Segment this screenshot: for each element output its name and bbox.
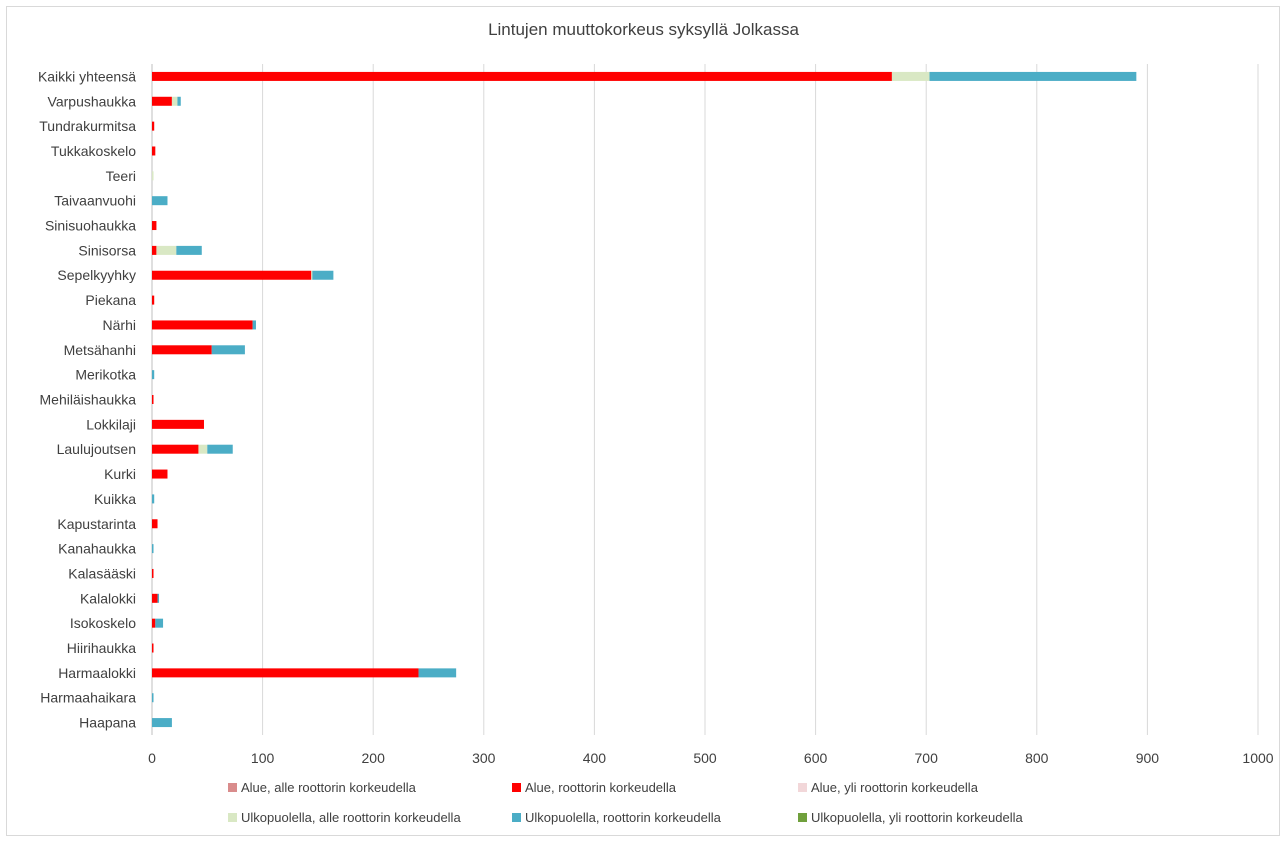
y-tick-label: Harmaahaikara: [40, 690, 136, 706]
legend-label: Ulkopuolella, alle roottorin korkeudella: [241, 810, 461, 825]
bar-segment: [152, 295, 155, 305]
x-tick-label: 200: [362, 750, 386, 766]
bar-segment: [211, 345, 245, 355]
bar-segment: [152, 643, 154, 653]
y-tick-label: Kalalokki: [80, 590, 136, 606]
bar-segment: [312, 270, 334, 280]
bar-segment: [152, 320, 253, 330]
bar-segment: [311, 270, 313, 280]
chart-frame: [6, 6, 1280, 836]
bar-segment: [252, 320, 256, 330]
bar-segment: [152, 419, 204, 429]
y-tick-label: Kapustarinta: [57, 516, 136, 532]
bar-segment: [152, 593, 158, 603]
y-tick-label: Merikotka: [75, 367, 136, 383]
bar-segment: [152, 221, 157, 231]
y-tick-label: Lokkilaji: [86, 416, 136, 432]
y-tick-label: Haapana: [79, 715, 136, 731]
legend-swatch: [798, 783, 807, 792]
bar-segment: [156, 245, 177, 255]
y-tick-label: Piekana: [85, 292, 136, 308]
y-tick-label: Teeri: [106, 168, 136, 184]
bar-segment: [929, 71, 1137, 81]
y-tick-label: Isokoskelo: [70, 615, 136, 631]
bar-segment: [152, 444, 199, 454]
bar-segment: [152, 270, 312, 280]
bar-segment: [152, 345, 212, 355]
y-tick-label: Sepelkyyhky: [57, 267, 136, 283]
x-tick-label: 0: [148, 750, 156, 766]
gridlines: [151, 64, 1259, 735]
y-tick-label: Tundrakurmitsa: [39, 118, 136, 134]
y-tick-label: Sinisorsa: [78, 242, 136, 258]
legend-swatch: [228, 813, 237, 822]
bar-segment: [152, 693, 154, 703]
x-tick-label: 1000: [1242, 750, 1273, 766]
y-tick-label: Kuikka: [94, 491, 136, 507]
bar-segment: [155, 618, 164, 628]
bar-segment: [152, 245, 157, 255]
x-tick-label: 100: [251, 750, 275, 766]
x-tick-label: 900: [1136, 750, 1160, 766]
bar-segment: [152, 718, 172, 728]
y-tick-label: Kaikki yhteensä: [38, 68, 136, 84]
bar-segment: [152, 568, 154, 578]
y-tick-label: Tukkakoskelo: [51, 143, 136, 159]
y-tick-label: Harmaalokki: [58, 665, 136, 681]
bar-segment: [152, 196, 168, 206]
y-tick-label: Mehiläishaukka: [40, 392, 137, 408]
bar-segment: [418, 668, 457, 678]
bar-segment: [152, 519, 158, 529]
y-tick-label: Hiirihaukka: [67, 640, 136, 656]
y-tick-label: Närhi: [103, 317, 136, 333]
legend-label: Ulkopuolella, yli roottorin korkeudella: [811, 810, 1023, 825]
legend-swatch: [798, 813, 807, 822]
x-tick-label: 500: [693, 750, 717, 766]
x-tick-label: 800: [1025, 750, 1049, 766]
legend-label: Ulkopuolella, roottorin korkeudella: [525, 810, 722, 825]
x-tick-label: 700: [915, 750, 939, 766]
bar-segment: [207, 444, 233, 454]
legend-swatch: [512, 813, 521, 822]
bar-segment: [152, 544, 154, 554]
x-tick-label: 400: [583, 750, 607, 766]
y-tick-label: Taivaanvuohi: [54, 193, 136, 209]
legend-label: Alue, yli roottorin korkeudella: [811, 780, 979, 795]
bar-segment: [152, 668, 419, 678]
bar-segment: [152, 146, 156, 156]
legend-swatch: [512, 783, 521, 792]
y-tick-label: Kurki: [104, 466, 136, 482]
bar-segment: [152, 494, 155, 504]
y-tick-label: Kalasääski: [68, 565, 136, 581]
bar-segment: [152, 71, 892, 81]
bar-segment: [152, 618, 156, 628]
bar-segment: [152, 171, 154, 181]
bar-segment: [152, 121, 155, 131]
bar-segment: [177, 96, 181, 106]
y-tick-label: Varpushaukka: [48, 93, 137, 109]
bar-segment: [176, 245, 202, 255]
bar-segment: [152, 96, 172, 106]
y-tick-label: Sinisuohaukka: [45, 218, 136, 234]
bar-segment: [891, 71, 930, 81]
bar-segment: [198, 444, 208, 454]
legend-swatch: [228, 783, 237, 792]
legend-label: Alue, roottorin korkeudella: [525, 780, 677, 795]
chart-title: Lintujen muuttokorkeus syksyllä Jolkassa: [488, 20, 799, 39]
bar-segment: [152, 395, 154, 404]
bar-segment: [157, 593, 160, 603]
legend-label: Alue, alle roottorin korkeudella: [241, 780, 417, 795]
y-tick-label: Kanahaukka: [58, 541, 136, 557]
x-tick-label: 600: [804, 750, 828, 766]
x-tick-label: 300: [472, 750, 496, 766]
y-tick-label: Laulujoutsen: [57, 441, 136, 457]
bar-segment: [171, 96, 178, 106]
y-tick-label: Metsähanhi: [64, 342, 136, 358]
bar-segment: [152, 370, 155, 380]
bar-segment: [152, 469, 168, 479]
